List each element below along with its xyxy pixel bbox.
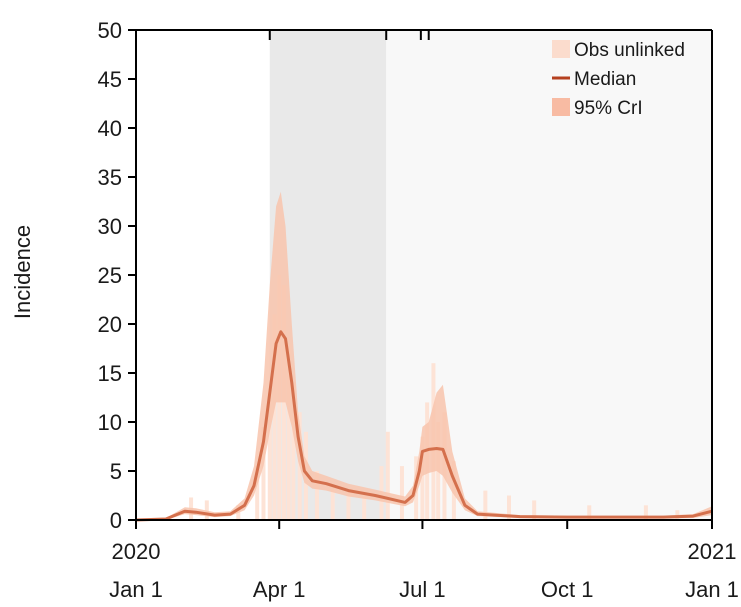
y-tick-label: 10: [98, 410, 122, 435]
y-tick-label: 25: [98, 263, 122, 288]
x-tick-label: Jul 1: [399, 577, 445, 602]
obs-bar: [420, 436, 425, 520]
obs-bar: [362, 495, 367, 520]
legend-swatch: [552, 98, 570, 116]
x-axis-ticks: 2020 Jan 1 Apr 1 Jul 1 Oct 1 2021 Jan 1: [109, 520, 739, 602]
obs-bar: [314, 471, 319, 520]
obs-bar: [291, 382, 296, 520]
obs-bar: [330, 485, 335, 520]
x-tick-label-year: 2021: [688, 539, 737, 564]
y-tick-label: 30: [98, 214, 122, 239]
y-tick-label: 20: [98, 312, 122, 337]
obs-bar: [399, 466, 404, 520]
y-tick-label: 0: [110, 508, 122, 533]
y-tick-label: 35: [98, 165, 122, 190]
legend: Obs unlinked Median 95% CrI: [552, 40, 685, 119]
obs-bar: [255, 466, 260, 520]
obs-bar: [204, 500, 209, 520]
obs-bar: [643, 505, 648, 520]
obs-bar: [483, 490, 488, 520]
y-tick-label: 15: [98, 361, 122, 386]
median-line: [135, 330, 713, 522]
x-tick-label: Apr 1: [253, 577, 306, 602]
obs-bar: [506, 495, 511, 520]
legend-label: 95% CrI: [574, 98, 643, 119]
y-tick-label: 45: [98, 67, 122, 92]
obs-bar: [385, 431, 390, 520]
y-tick-label: 5: [110, 459, 122, 484]
obs-bar: [272, 314, 277, 520]
obs-bar: [286, 343, 291, 520]
legend-label: Median: [574, 69, 636, 90]
obs-bar: [532, 500, 537, 520]
x-tick-label-year: 2020: [112, 539, 161, 564]
legend-swatch: [552, 40, 570, 58]
x-tick-label: Jan 1: [685, 577, 739, 602]
x-tick-label: Oct 1: [541, 577, 594, 602]
legend-label: Obs unlinked: [574, 40, 685, 61]
x-tick-label: Jan 1: [109, 577, 163, 602]
obs-bar: [346, 490, 351, 520]
obs-bar: [267, 392, 272, 520]
y-tick-label: 50: [98, 18, 122, 43]
obs-bar: [587, 505, 592, 520]
y-tick-label: 40: [98, 116, 122, 141]
cri-band: [136, 191, 712, 520]
shaded-periods: [269, 30, 712, 520]
y-axis-label: Incidence: [10, 225, 35, 319]
obs-bar: [261, 426, 266, 520]
y-axis-ticks: 0 5 10 15 20 25 30 35 40 45 50: [98, 18, 136, 533]
